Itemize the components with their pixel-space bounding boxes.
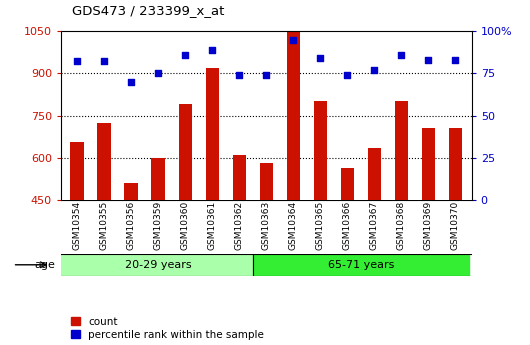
Text: GSM10354: GSM10354 — [73, 201, 82, 250]
Point — [343, 72, 351, 78]
Bar — [287, 31, 300, 200]
Text: GSM10365: GSM10365 — [316, 201, 325, 250]
Text: GSM10369: GSM10369 — [424, 201, 433, 250]
Point — [154, 71, 163, 76]
Point — [316, 55, 324, 61]
Point — [451, 57, 460, 62]
Bar — [368, 148, 381, 200]
Point — [208, 47, 217, 52]
Text: 20-29 years: 20-29 years — [125, 260, 191, 270]
Text: GSM10366: GSM10366 — [343, 201, 352, 250]
Text: GSM10370: GSM10370 — [451, 201, 460, 250]
Text: GSM10360: GSM10360 — [181, 201, 190, 250]
Text: age: age — [35, 260, 56, 270]
Bar — [422, 128, 435, 200]
Point — [370, 67, 378, 73]
Bar — [98, 122, 111, 200]
Bar — [70, 142, 84, 200]
Point — [397, 52, 405, 58]
Bar — [253, 254, 469, 276]
Bar — [233, 155, 246, 200]
Bar — [449, 128, 462, 200]
Text: GSM10356: GSM10356 — [127, 201, 136, 250]
Text: GSM10362: GSM10362 — [235, 201, 244, 250]
Bar — [395, 101, 408, 200]
Point — [424, 57, 432, 62]
Bar — [260, 164, 273, 200]
Point — [289, 37, 297, 42]
Text: GDS473 / 233399_x_at: GDS473 / 233399_x_at — [72, 4, 224, 17]
Text: GSM10363: GSM10363 — [262, 201, 271, 250]
Bar — [206, 68, 219, 200]
Text: GSM10359: GSM10359 — [154, 201, 163, 250]
Bar — [341, 168, 354, 200]
Point — [235, 72, 244, 78]
Point — [181, 52, 190, 58]
Text: GSM10368: GSM10368 — [397, 201, 406, 250]
Bar — [179, 104, 192, 200]
Text: GSM10361: GSM10361 — [208, 201, 217, 250]
Text: GSM10364: GSM10364 — [289, 201, 298, 250]
Legend: count, percentile rank within the sample: count, percentile rank within the sample — [72, 317, 264, 340]
Text: 65-71 years: 65-71 years — [328, 260, 394, 270]
Point — [262, 72, 270, 78]
Text: GSM10355: GSM10355 — [100, 201, 109, 250]
Point — [73, 59, 82, 64]
Bar — [152, 158, 165, 200]
Bar — [314, 101, 327, 200]
Point — [127, 79, 136, 85]
Point — [100, 59, 109, 64]
Bar — [125, 183, 138, 200]
Bar — [61, 254, 253, 276]
Text: GSM10367: GSM10367 — [370, 201, 379, 250]
